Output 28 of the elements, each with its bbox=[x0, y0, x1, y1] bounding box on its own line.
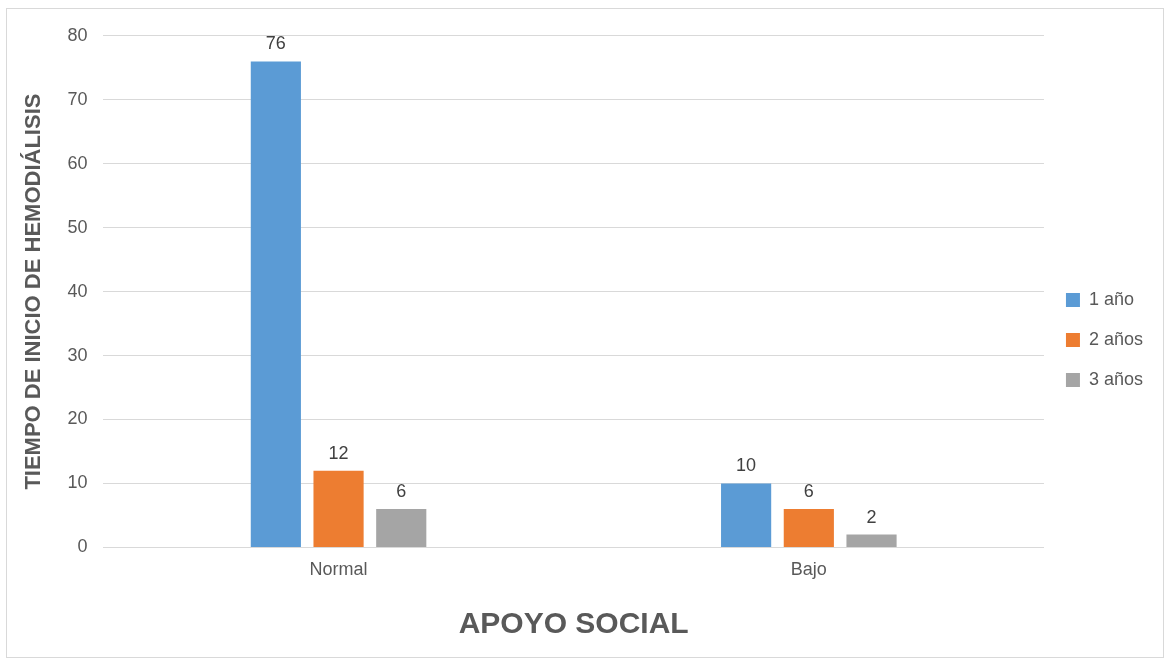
y-tick-label: 10 bbox=[67, 472, 88, 493]
bar bbox=[376, 509, 427, 547]
bar bbox=[783, 509, 834, 547]
data-label: 6 bbox=[396, 481, 407, 501]
y-tick-label: 20 bbox=[67, 408, 88, 429]
x-axis-title: APOYO SOCIAL bbox=[458, 606, 689, 640]
bar bbox=[846, 534, 897, 547]
data-label: 12 bbox=[328, 442, 349, 463]
data-label: 10 bbox=[736, 455, 757, 476]
y-tick-label: 60 bbox=[67, 152, 88, 173]
data-label: 2 bbox=[866, 506, 877, 527]
legend-label: 2 años bbox=[1088, 328, 1143, 349]
y-tick-label: 70 bbox=[67, 88, 88, 109]
bar bbox=[721, 483, 772, 547]
legend-label: 3 años bbox=[1088, 368, 1143, 389]
x-tick-label: Normal bbox=[309, 559, 368, 580]
bar bbox=[250, 61, 301, 547]
y-tick-label: 40 bbox=[67, 280, 88, 301]
legend-label: 1 año bbox=[1088, 288, 1134, 309]
data-label: 76 bbox=[265, 33, 286, 54]
x-tick-label: Bajo bbox=[790, 559, 827, 580]
y-tick-label: 80 bbox=[67, 24, 88, 45]
data-label: 6 bbox=[803, 481, 814, 501]
y-tick-label: 50 bbox=[67, 216, 88, 237]
y-tick-label: 0 bbox=[77, 536, 88, 557]
bar bbox=[313, 470, 364, 547]
y-axis-title: TIEMPO DE INICIO DE HEMODIÁLISIS bbox=[20, 93, 46, 490]
y-tick-label: 30 bbox=[67, 344, 88, 365]
